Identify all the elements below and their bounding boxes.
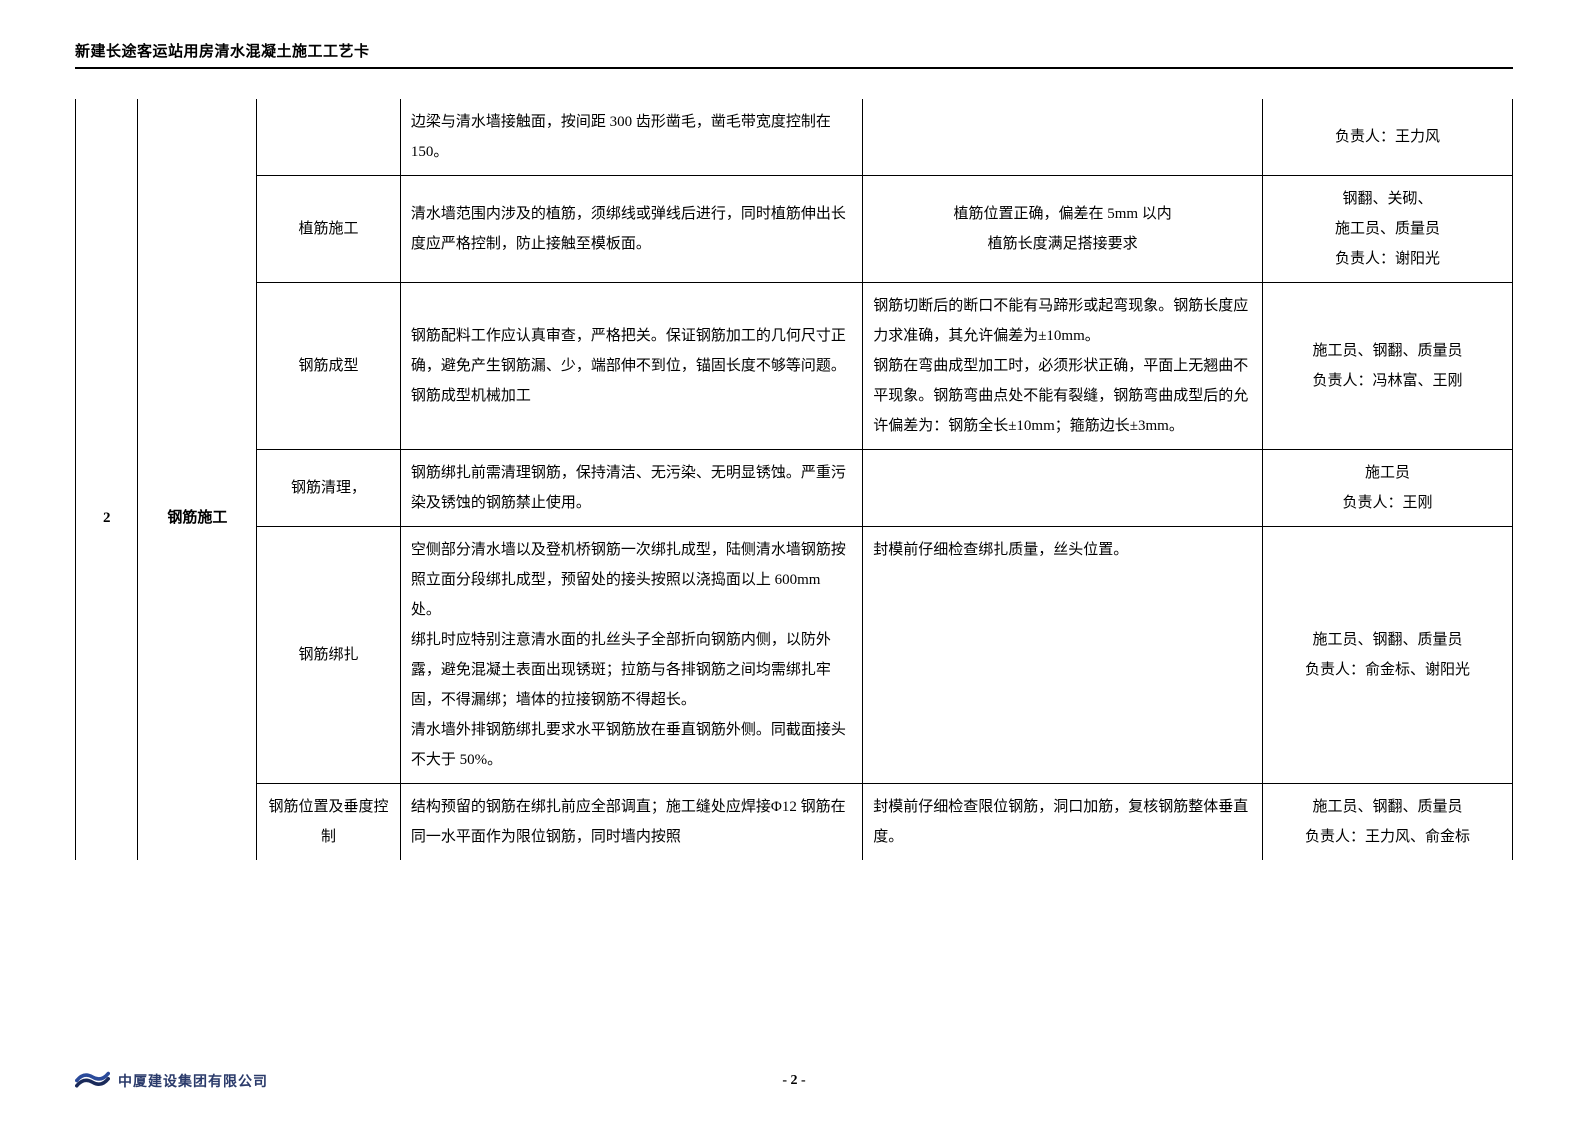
cell-desc: 清水墙范围内涉及的植筋，须绑线或弹线后进行，同时植筋伸出长度应严格控制，防止接触… xyxy=(400,176,862,283)
company-name: 中厦建设集团有限公司 xyxy=(118,1071,268,1091)
table-row: 边梁与清水墙接触面，按间距 300 齿形凿毛，凿毛带宽度控制在 150。 负责人… xyxy=(76,99,1513,176)
cell-check: 钢筋切断后的断口不能有马蹄形或起弯现象。钢筋长度应力求准确，其允许偏差为±10m… xyxy=(863,283,1263,450)
table-row: 2 钢筋施工 植筋施工 清水墙范围内涉及的植筋，须绑线或弹线后进行，同时植筋伸出… xyxy=(76,176,1513,283)
page-footer: 中厦建设集团有限公司 - 2 - xyxy=(75,1068,1513,1093)
cell-person: 施工员、钢翻、质量员 负责人：冯林富、王刚 xyxy=(1263,283,1513,450)
cell-empty xyxy=(257,99,401,176)
cell-step: 钢筋位置及垂度控制 xyxy=(257,784,401,861)
cell-check: 植筋位置正确，偏差在 5mm 以内 植筋长度满足搭接要求 xyxy=(863,176,1263,283)
cell-step: 钢筋清理， xyxy=(257,450,401,527)
cell-check xyxy=(863,450,1263,527)
cell-person: 施工员、钢翻、质量员 负责人：王力风、俞金标 xyxy=(1263,784,1513,861)
cell-empty xyxy=(863,99,1263,176)
cell-empty xyxy=(138,99,257,176)
page-number: - 2 - xyxy=(782,1073,805,1089)
company-logo-icon xyxy=(75,1068,110,1093)
header-title: 新建长途客运站用房清水混凝土施工工艺卡 xyxy=(75,44,370,60)
cell-check: 封模前仔细检查限位钢筋，洞口加筋，复核钢筋整体垂直度。 xyxy=(863,784,1263,861)
cell-desc: 钢筋绑扎前需清理钢筋，保持清洁、无污染、无明显锈蚀。严重污染及锈蚀的钢筋禁止使用… xyxy=(400,450,862,527)
cell-person: 钢翻、关砌、 施工员、质量员 负责人：谢阳光 xyxy=(1263,176,1513,283)
cell-step: 钢筋成型 xyxy=(257,283,401,450)
cell-desc: 钢筋配料工作应认真审查，严格把关。保证钢筋加工的几何尺寸正确，避免产生钢筋漏、少… xyxy=(400,283,862,450)
cell-person: 施工员 负责人：王刚 xyxy=(1263,450,1513,527)
cell-desc: 边梁与清水墙接触面，按间距 300 齿形凿毛，凿毛带宽度控制在 150。 xyxy=(400,99,862,176)
cell-step: 钢筋绑扎 xyxy=(257,527,401,784)
cell-desc: 空侧部分清水墙以及登机桥钢筋一次绑扎成型，陆侧清水墙钢筋按照立面分段绑扎成型，预… xyxy=(400,527,862,784)
table-row: 钢筋绑扎 空侧部分清水墙以及登机桥钢筋一次绑扎成型，陆侧清水墙钢筋按照立面分段绑… xyxy=(76,527,1513,784)
cell-empty xyxy=(76,99,138,176)
cell-category: 钢筋施工 xyxy=(138,176,257,861)
cell-desc: 结构预留的钢筋在绑扎前应全部调直；施工缝处应焊接Φ12 钢筋在同一水平面作为限位… xyxy=(400,784,862,861)
cell-step: 植筋施工 xyxy=(257,176,401,283)
table-row: 钢筋成型 钢筋配料工作应认真审查，严格把关。保证钢筋加工的几何尺寸正确，避免产生… xyxy=(76,283,1513,450)
page-header: 新建长途客运站用房清水混凝土施工工艺卡 xyxy=(75,40,1513,69)
cell-person: 施工员、钢翻、质量员 负责人：俞金标、谢阳光 xyxy=(1263,527,1513,784)
cell-person: 负责人：王力风 xyxy=(1263,99,1513,176)
cell-check: 封模前仔细检查绑扎质量，丝头位置。 xyxy=(863,527,1263,784)
table-row: 钢筋位置及垂度控制 结构预留的钢筋在绑扎前应全部调直；施工缝处应焊接Φ12 钢筋… xyxy=(76,784,1513,861)
footer-left: 中厦建设集团有限公司 xyxy=(75,1068,268,1093)
cell-num: 2 xyxy=(76,176,138,861)
process-table: 边梁与清水墙接触面，按间距 300 齿形凿毛，凿毛带宽度控制在 150。 负责人… xyxy=(75,99,1513,860)
table-row: 钢筋清理， 钢筋绑扎前需清理钢筋，保持清洁、无污染、无明显锈蚀。严重污染及锈蚀的… xyxy=(76,450,1513,527)
